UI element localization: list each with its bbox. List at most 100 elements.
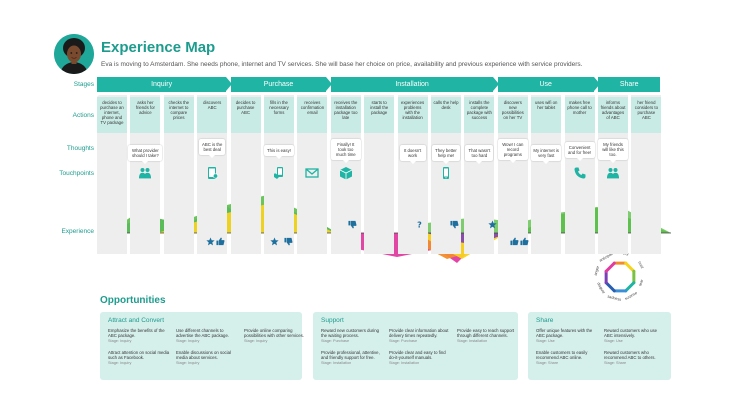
thumbs-up-icon [510, 237, 519, 246]
action-card: uses wifi on her tablet [531, 97, 562, 133]
thought-bubble: It doesn't work [399, 145, 426, 165]
emotion-wheel-segment [624, 281, 636, 293]
opportunity-item: Offer unique features with the ABC packa… [536, 328, 598, 345]
opportunity-text: Offer unique features with the ABC packa… [536, 328, 593, 339]
star-icon [270, 237, 279, 246]
action-card: informs friends about advantages of ABC [598, 97, 628, 133]
people-icon [606, 166, 620, 180]
emotion-wheel: anticipationjoytrustfearsurprisesadnessd… [594, 250, 645, 302]
action-card: experiences problems with the installati… [397, 97, 428, 133]
stage-installation: Installation [330, 77, 499, 92]
thought-bubble: My friends will like this too. [598, 139, 628, 164]
action-card: discovers ABC [197, 97, 228, 133]
opportunity-text: Attract attention on social media such a… [108, 350, 170, 361]
stage-purchase: Purchase [230, 77, 333, 92]
emotion-wheel-segment [624, 261, 636, 273]
tablet-icon [205, 166, 219, 180]
opportunity-stage: Stage: Inquiry [108, 361, 132, 366]
opportunity-stage: Stage: Purchase [389, 339, 418, 344]
question-icon: ? [415, 220, 424, 229]
row-label-thoughts: Thoughts [66, 145, 94, 152]
opportunity-text: Provide professional, attentive, and fri… [321, 350, 380, 361]
hand-phone-icon [272, 166, 286, 180]
opportunity-stage: Stage: Inquiry [244, 339, 268, 344]
opportunity-text: Reward customers who use ABC intensively… [604, 328, 658, 339]
opportunity-stage: Stage: Use [536, 339, 555, 344]
opportunity-stage: Stage: Inquiry [176, 361, 200, 366]
opportunity-text: Provide online comparing possibilities w… [244, 328, 304, 339]
thumbs-up-icon [216, 237, 225, 246]
opportunity-item: Reward new customers during the waiting … [321, 328, 383, 345]
page-subtitle: Eva is moving to Amsterdam. She needs ph… [101, 61, 583, 68]
emotion-label-surprise: surprise [624, 291, 638, 301]
stage-inquiry: Inquiry [97, 77, 233, 92]
smartphone-icon [439, 166, 453, 180]
opportunity-stage: Stage: Inquiry [176, 339, 200, 344]
opportunity-text: Provide easy to reach support through di… [457, 328, 515, 339]
opportunity-box: Share Offer unique features with the ABC … [528, 312, 671, 380]
thumbs-up-icon [520, 237, 529, 246]
thumbs-down-icon [348, 220, 357, 229]
thought-bubble: What provider should I take? [128, 145, 163, 165]
thumbs-down-icon [450, 220, 459, 229]
opportunity-item: Use different channels to advertise the … [176, 328, 238, 345]
thought-bubble: Wow! I can record programs [497, 139, 528, 164]
thought-bubble: They better help me! [432, 145, 460, 165]
thought-bubble: Finally! It took too much time [330, 139, 361, 164]
thought-bubble: My internet is very fast [531, 145, 562, 165]
thought-bubble: This is easy! [264, 145, 294, 160]
emotion-wheel-segment [604, 261, 616, 273]
opportunities-title: Opportunities [100, 295, 166, 306]
opportunity-stage: Stage: Share [604, 361, 627, 366]
action-card: calls the help desk [431, 97, 461, 133]
opportunity-item: Provide clear information about delivery… [389, 328, 451, 345]
people-icon [138, 166, 152, 180]
action-card: checks the internet to compare prices [163, 97, 194, 133]
row-label-experience: Experience [61, 228, 94, 235]
page-title: Experience Map [101, 39, 216, 56]
opportunity-item: Reward customers who use ABC intensively… [604, 328, 666, 345]
star-icon [206, 237, 215, 246]
opportunity-box-title: Share [536, 317, 554, 324]
svg-text:?: ? [417, 220, 422, 229]
opportunity-text: Reward new customers during the waiting … [321, 328, 380, 339]
thought-bubble: ABC is the best deal [199, 139, 226, 159]
emotion-label-sadness: sadness [607, 294, 622, 302]
envelope-icon [305, 166, 320, 180]
emotion-label-disgust: disgust [596, 282, 606, 295]
action-card: decides to purchase ABC [230, 97, 261, 133]
opportunity-item: Enable customers to easily recommend ABC… [536, 350, 598, 367]
opportunity-text: Reward customers who recommend ABC to ot… [604, 350, 656, 361]
emotion-label-fear: fear [638, 278, 644, 286]
opportunity-item: Emphasize the benefits of the ABC packag… [108, 328, 170, 345]
opportunity-box-title: Support [321, 317, 344, 324]
opportunity-item: Provide clear and easy to find do-it-you… [389, 350, 451, 367]
row-label-stages: Stages [73, 81, 94, 88]
opportunity-stage: Stage: Installation [389, 361, 420, 366]
thought-bubble: Convenient and for free! [564, 142, 595, 162]
row-label-actions: Actions [72, 112, 94, 119]
action-card: decides to purchase an internet, phone a… [97, 97, 127, 133]
thought-bubble: That wasn't too hard [465, 145, 494, 165]
opportunity-text: Provide clear and easy to find do-it-you… [389, 350, 446, 361]
opportunity-item: Provide easy to reach support through di… [457, 328, 519, 345]
star-icon [488, 220, 497, 229]
action-card: starts to install the package [364, 97, 395, 133]
action-card: receives the installation package too la… [330, 97, 361, 133]
phone-icon [573, 166, 587, 180]
opportunity-item: Enable discussions on social media about… [176, 350, 238, 367]
opportunity-stage: Stage: Installation [321, 361, 352, 366]
stage-share: Share [598, 77, 661, 92]
package-icon [339, 166, 353, 180]
emotion-label-anger: anger [594, 265, 601, 276]
opportunity-item: Provide online comparing possibilities w… [244, 328, 306, 345]
action-card: installs the complete package with succe… [464, 97, 495, 133]
row-label-touchpoints: Touchpoints [59, 170, 94, 177]
opportunity-box: Attract and Convert Emphasize the benefit… [100, 312, 304, 380]
emotion-label-trust: trust [637, 261, 645, 270]
opportunity-text: Provide clear information about delivery… [389, 328, 449, 339]
opportunity-item: Reward customers who recommend ABC to ot… [604, 350, 666, 367]
opportunity-item: Provide professional, attentive, and fri… [321, 350, 383, 367]
opportunity-stage: Stage: Share [536, 361, 559, 366]
